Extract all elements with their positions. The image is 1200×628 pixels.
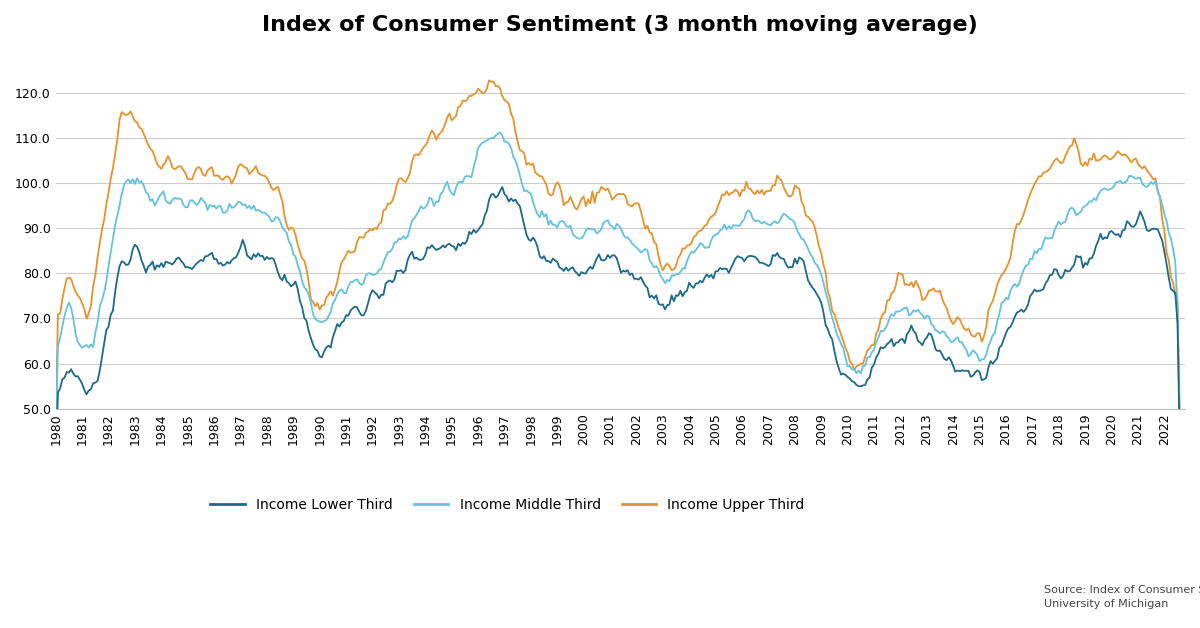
Legend: Income Lower Third, Income Middle Third, Income Upper Third: Income Lower Third, Income Middle Third,…: [205, 492, 810, 517]
Title: Index of Consumer Sentiment (3 month moving average): Index of Consumer Sentiment (3 month mov…: [263, 15, 978, 35]
Text: Source: Index of Consumer Sentiment
University of Michigan: Source: Index of Consumer Sentiment Univ…: [1044, 585, 1200, 609]
